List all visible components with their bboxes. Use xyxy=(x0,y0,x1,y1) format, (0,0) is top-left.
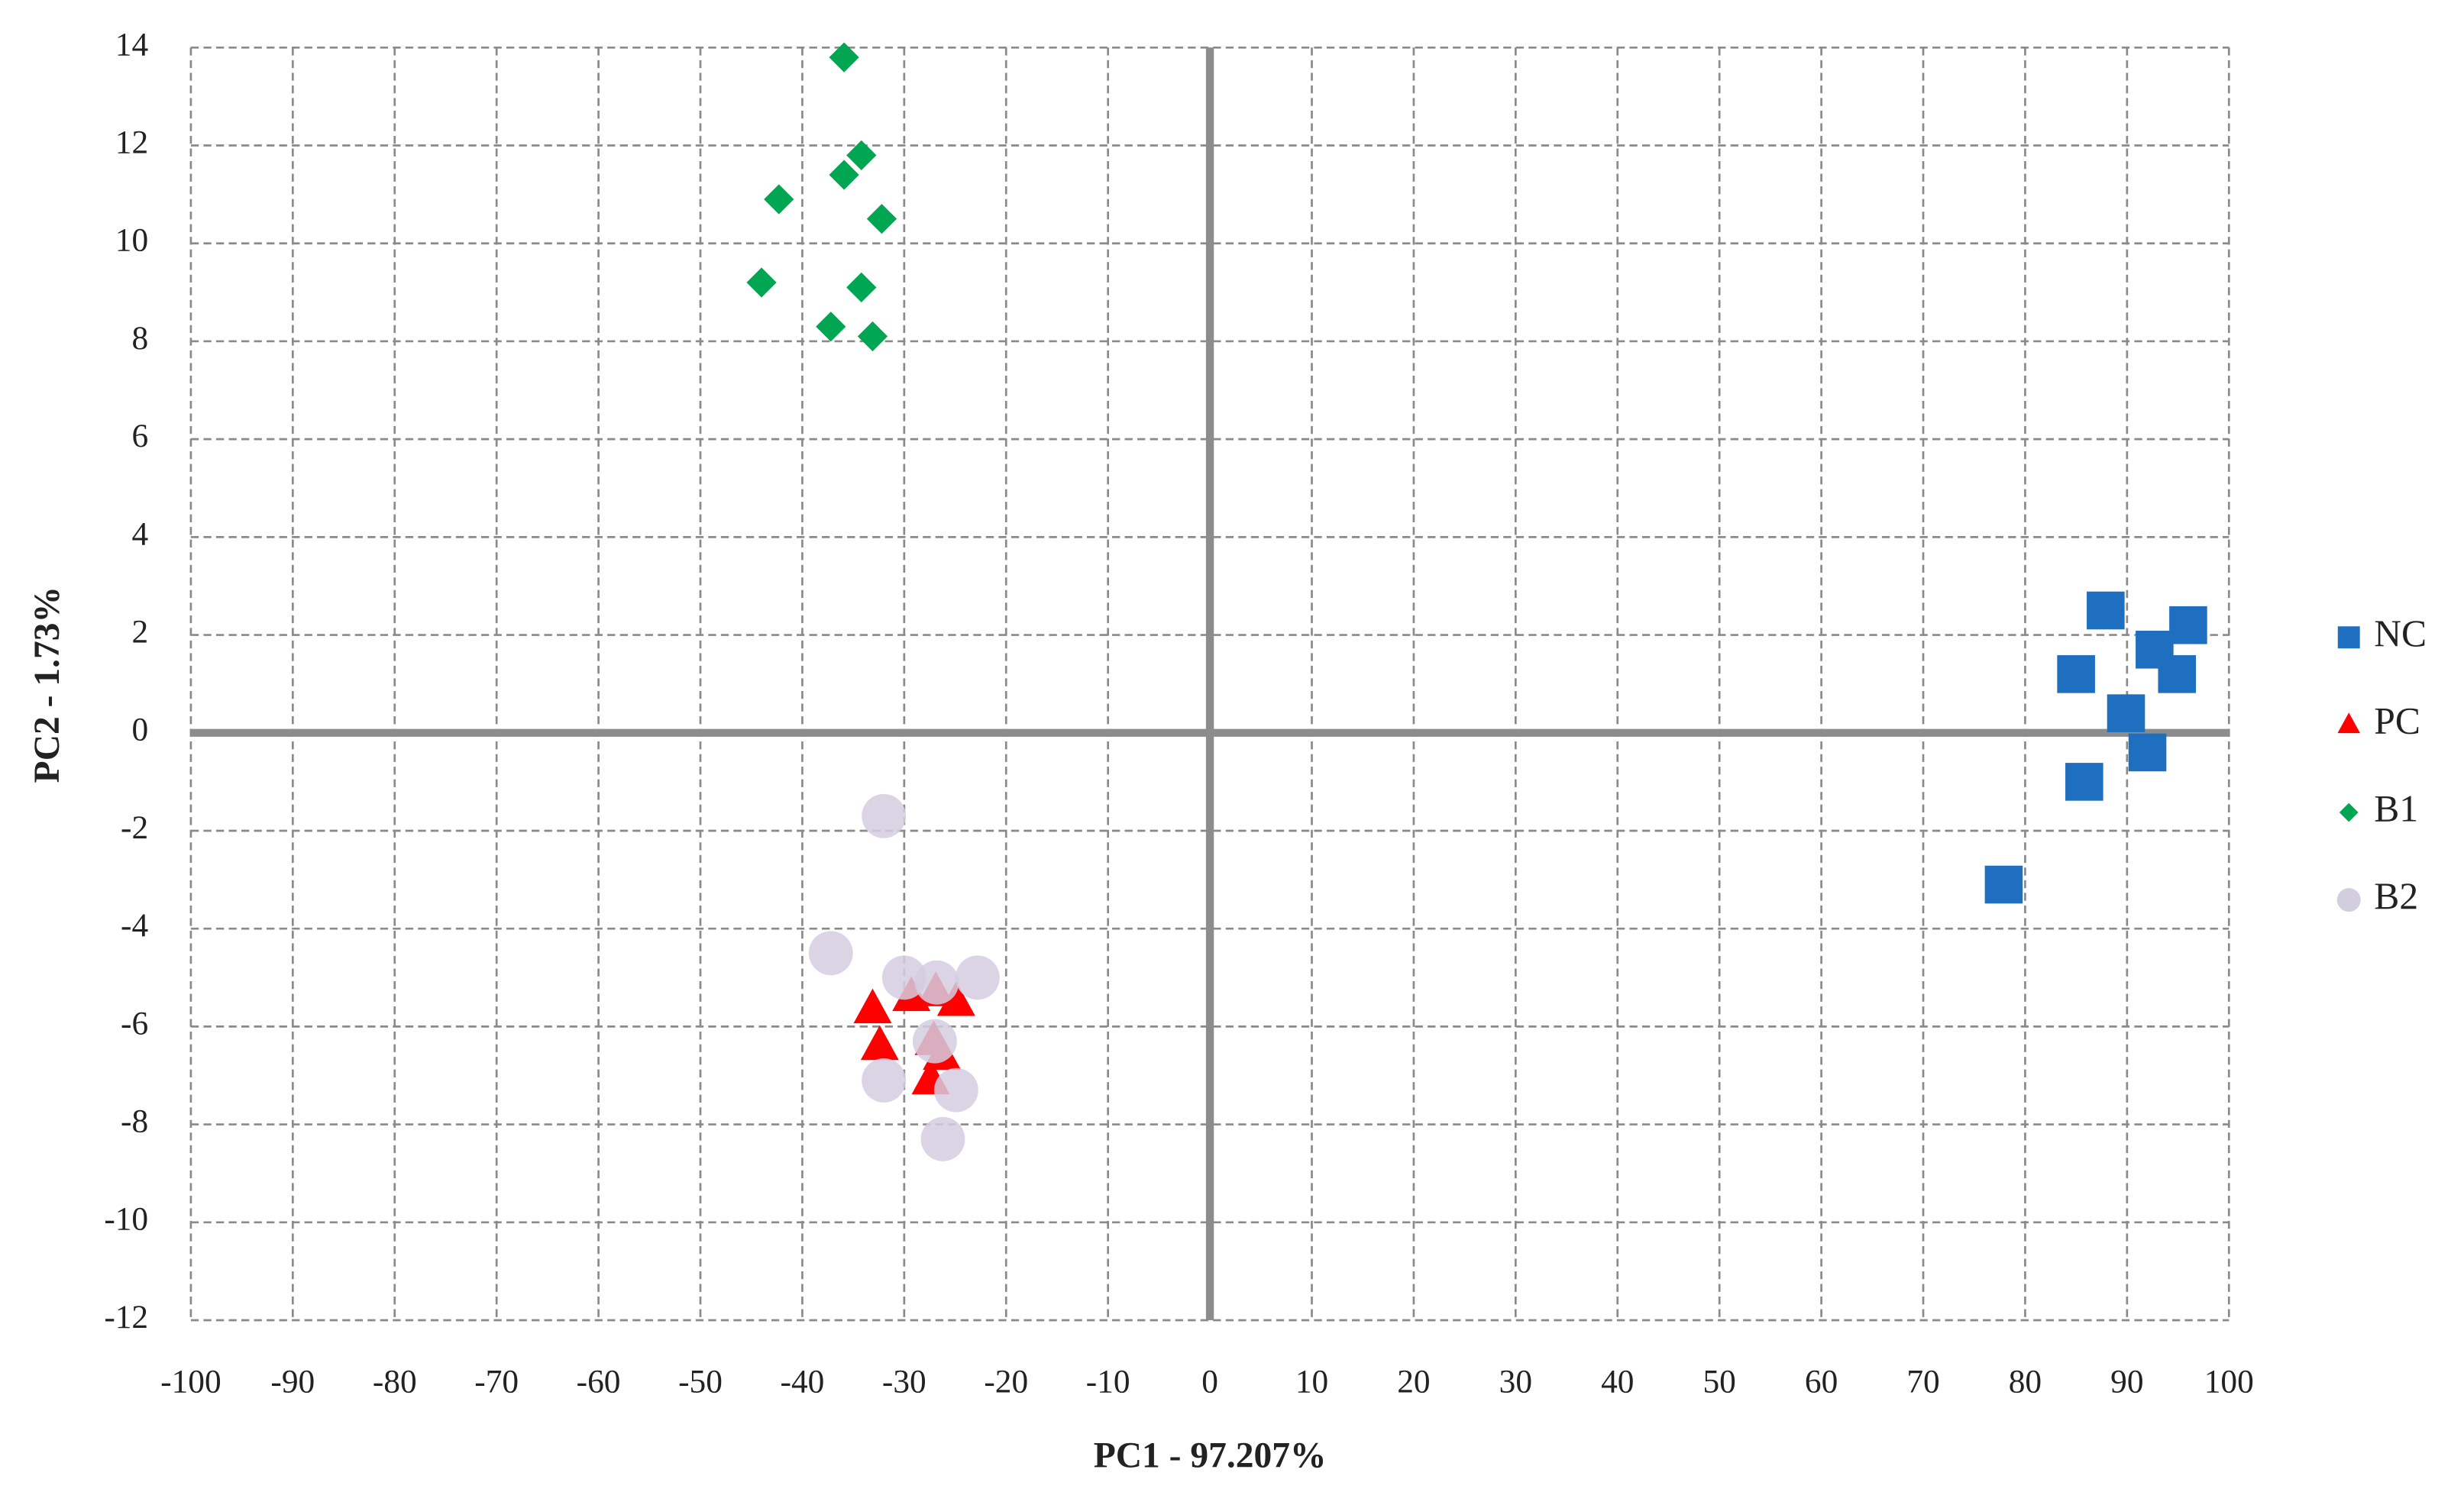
x-tick-label: 90 xyxy=(2110,1364,2143,1400)
point xyxy=(816,312,846,342)
y-tick-label: -4 xyxy=(121,907,148,944)
point xyxy=(1984,865,2023,904)
legend-label: NC xyxy=(2374,612,2427,654)
y-tick-label: 2 xyxy=(131,614,148,651)
y-tick-label: -12 xyxy=(104,1299,148,1335)
point xyxy=(936,981,975,1016)
point xyxy=(2107,694,2145,732)
point xyxy=(933,1067,978,1113)
point xyxy=(2169,606,2207,644)
point xyxy=(746,267,777,298)
y-tick-label: 0 xyxy=(131,712,148,748)
point xyxy=(912,1019,957,1064)
x-tick-label: -50 xyxy=(678,1364,723,1400)
point xyxy=(857,321,888,352)
x-axis-title: PC1 - 97.207% xyxy=(1094,1436,1327,1476)
y-axis-title: PC2 - 1.73% xyxy=(27,586,67,783)
legend-marker xyxy=(2337,712,2360,734)
legend-marker xyxy=(2336,888,2361,912)
x-tick-label: -40 xyxy=(781,1364,825,1400)
x-tick-label: -20 xyxy=(984,1364,1028,1400)
x-tick-label: -80 xyxy=(373,1364,417,1400)
legend-label: PC xyxy=(2374,700,2420,742)
x-tick-label: 80 xyxy=(2009,1364,2042,1400)
x-tick-label: -60 xyxy=(577,1364,621,1400)
x-tick-label: -100 xyxy=(160,1364,221,1400)
x-tick-label: 100 xyxy=(2204,1364,2254,1400)
y-tick-label: -10 xyxy=(104,1201,148,1238)
point xyxy=(2065,763,2103,801)
y-tick-label: 12 xyxy=(115,124,148,160)
legend-marker xyxy=(2339,803,2359,822)
x-tick-label: 70 xyxy=(1906,1364,1939,1400)
point xyxy=(829,160,859,190)
y-tick-label: 4 xyxy=(131,515,148,552)
y-tick-label: -2 xyxy=(121,809,148,846)
x-tick-label: 20 xyxy=(1397,1364,1430,1400)
point xyxy=(866,204,897,234)
point xyxy=(764,184,794,215)
legend-marker xyxy=(2337,626,2360,649)
point xyxy=(846,140,877,170)
x-tick-label: 60 xyxy=(1805,1364,1838,1400)
y-tick-label: -6 xyxy=(121,1005,148,1042)
x-tick-label: -70 xyxy=(474,1364,519,1400)
point xyxy=(846,272,877,303)
y-tick-label: -8 xyxy=(121,1103,148,1140)
point xyxy=(881,955,926,1000)
point xyxy=(920,1116,965,1161)
y-tick-label: 10 xyxy=(115,222,148,259)
point xyxy=(829,42,859,73)
point xyxy=(2057,655,2095,693)
point xyxy=(2128,733,2167,772)
x-tick-label: 40 xyxy=(1601,1364,1634,1400)
x-tick-label: 50 xyxy=(1702,1364,1735,1400)
y-tick-label: 14 xyxy=(115,26,148,63)
point xyxy=(862,1058,907,1103)
x-tick-label: 0 xyxy=(1201,1364,1218,1400)
point xyxy=(2087,591,2125,630)
point xyxy=(860,1025,899,1061)
x-tick-label: -30 xyxy=(882,1364,926,1400)
y-tick-label: 6 xyxy=(131,418,148,454)
x-tick-label: -10 xyxy=(1086,1364,1130,1400)
legend-label: B1 xyxy=(2374,787,2418,829)
point xyxy=(2158,655,2197,693)
point xyxy=(862,793,907,838)
x-tick-label: -90 xyxy=(270,1364,315,1400)
point xyxy=(808,931,853,976)
point xyxy=(914,960,959,1005)
point xyxy=(955,955,1000,1000)
legend-label: B2 xyxy=(2374,875,2418,917)
x-tick-label: 10 xyxy=(1295,1364,1328,1400)
x-tick-label: 30 xyxy=(1499,1364,1532,1400)
point xyxy=(853,988,892,1024)
y-tick-label: 8 xyxy=(131,320,148,357)
